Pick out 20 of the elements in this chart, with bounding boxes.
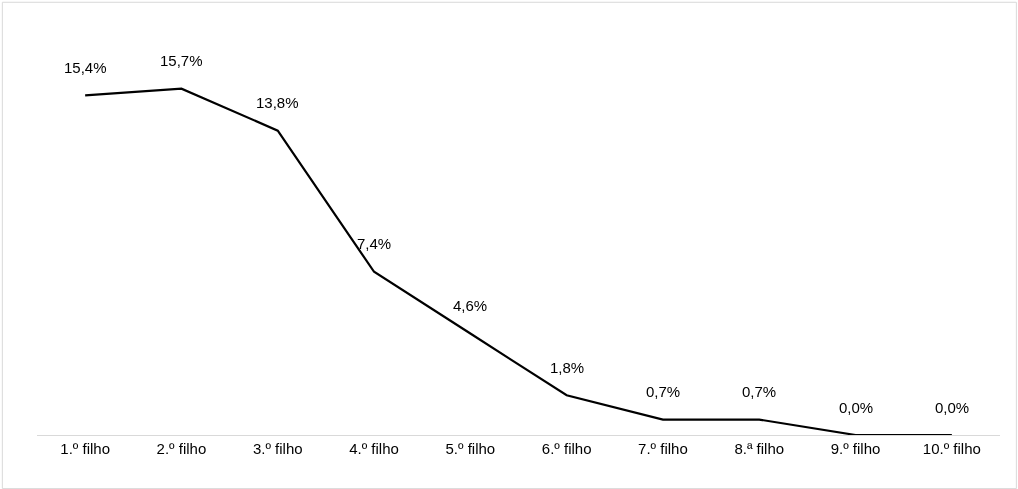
x-tick-label: 8.ª filho xyxy=(734,440,785,457)
x-tick-label: 2.º filho xyxy=(156,440,207,457)
data-label: 4,6% xyxy=(453,297,488,314)
data-label: 0,7% xyxy=(742,383,777,400)
x-tick-label: 5.º filho xyxy=(445,440,496,457)
x-tick-label: 1.º filho xyxy=(60,440,110,457)
data-label: 0,0% xyxy=(935,399,970,416)
data-label: 13,8% xyxy=(256,94,299,111)
x-tick-label: 4.º filho xyxy=(349,440,399,457)
data-label: 15,4% xyxy=(64,59,107,76)
x-tick-label: 10.º filho xyxy=(922,440,981,457)
data-label: 0,0% xyxy=(839,399,874,416)
data-label: 0,7% xyxy=(646,383,681,400)
x-tick-label: 6.º filho xyxy=(541,440,592,457)
x-tick-label: 7.º filho xyxy=(638,440,688,457)
data-label: 15,7% xyxy=(160,52,203,69)
data-label: 7,4% xyxy=(357,235,392,252)
data-label: 1,8% xyxy=(550,359,585,376)
x-tick-label: 9.º filho xyxy=(830,440,881,457)
x-tick-label: 3.º filho xyxy=(252,440,303,457)
